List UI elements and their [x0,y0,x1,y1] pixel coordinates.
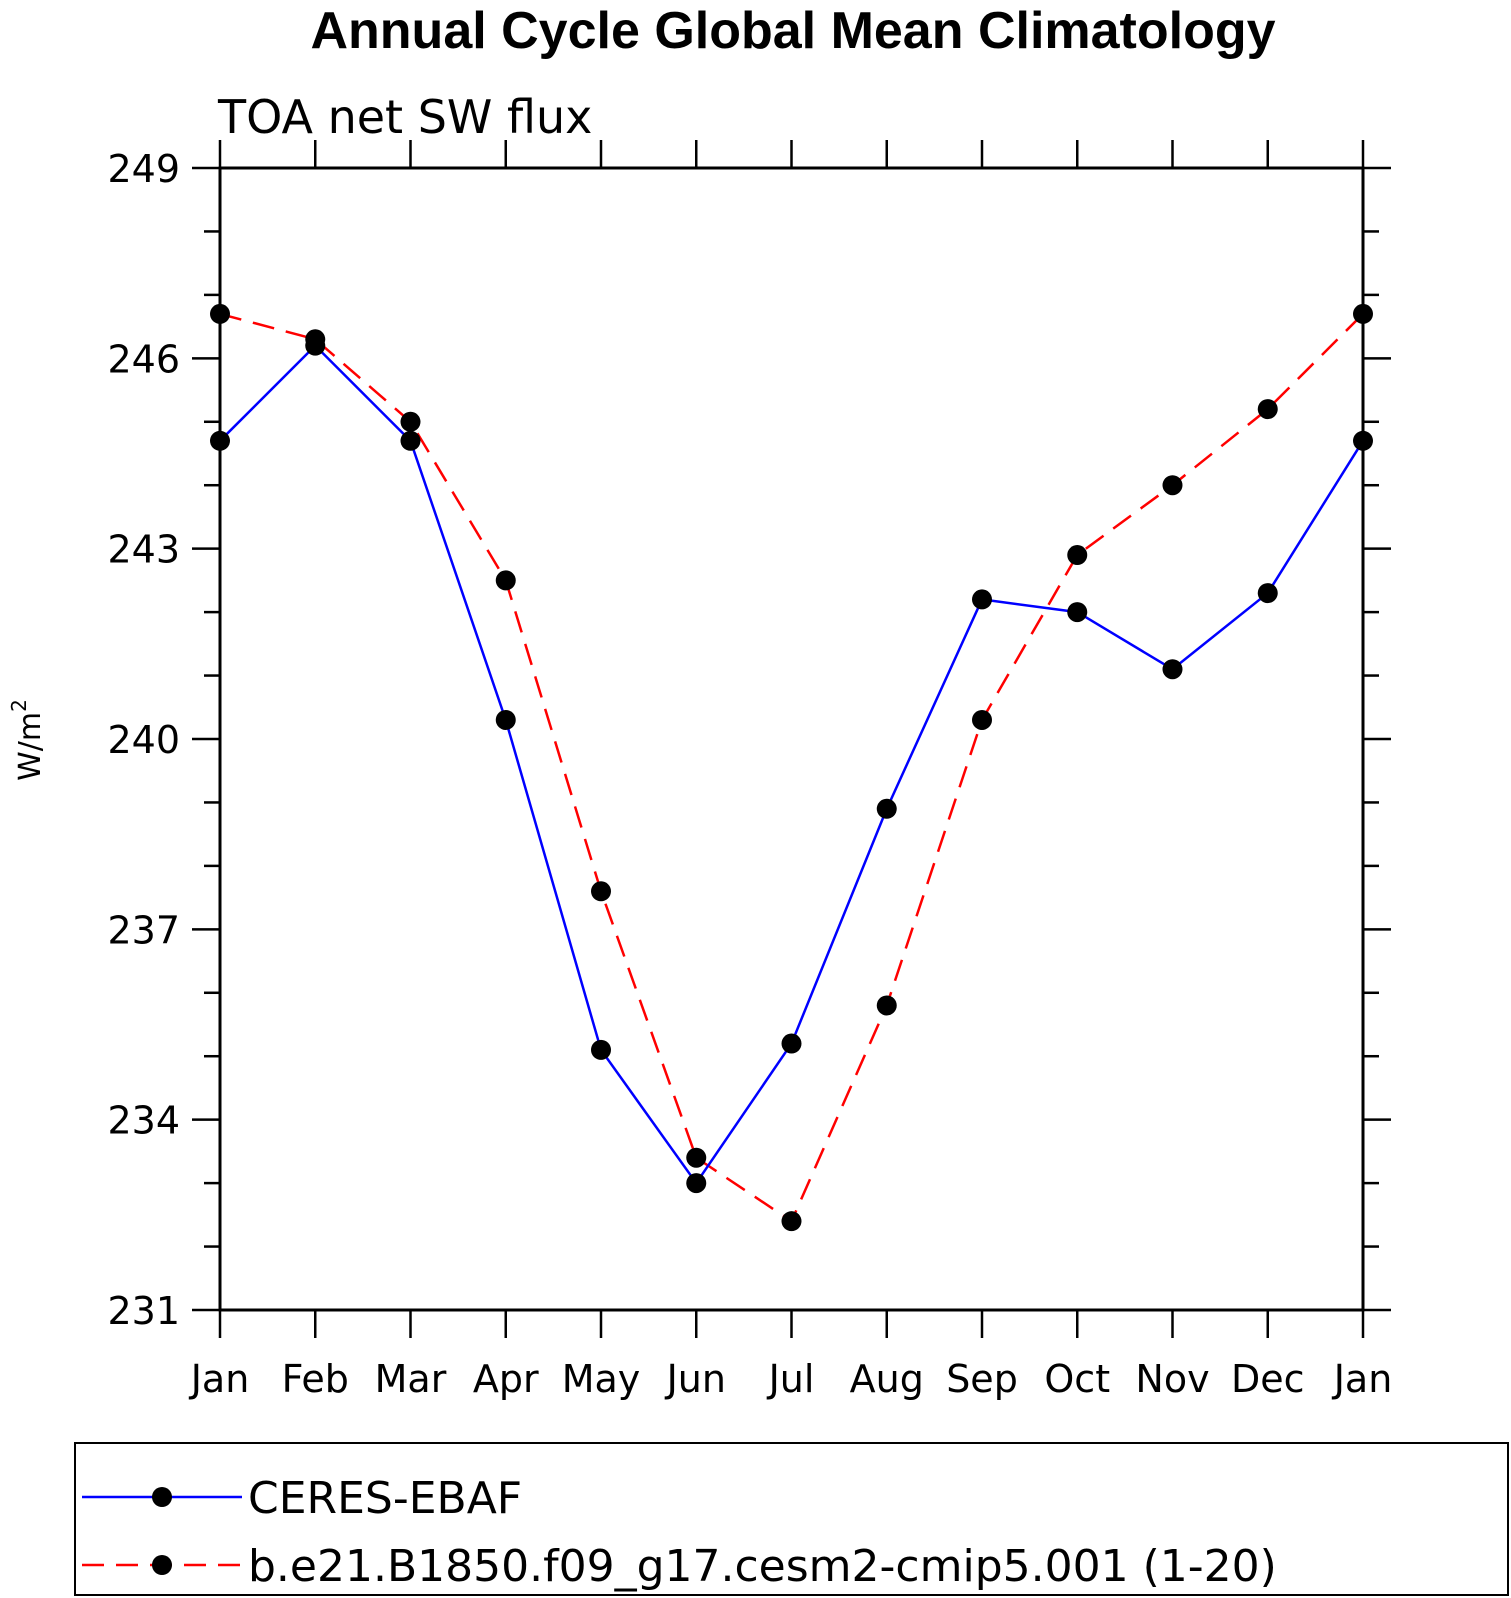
x-tick-label: Oct [1044,1357,1110,1401]
x-tick-label: Sep [946,1357,1018,1401]
series-1-point [1353,303,1373,324]
x-tick-label: Nov [1135,1357,1209,1401]
series-1-point [1162,475,1183,496]
y-tick-label: 237 [107,908,180,952]
y-tick-label: 246 [107,337,180,381]
chart-title: Annual Cycle Global Mean Climatology [310,2,1275,60]
series-line-0 [219,343,1365,1186]
y-tick-label: 240 [107,718,180,762]
legend: CERES-EBAF b.e21.B1850.f09_g17.cesm2-cmip… [74,1442,1509,1596]
series-line-1 [219,312,1364,1224]
y-tick-label: 249 [107,147,180,191]
series-1-point [495,570,516,591]
x-tick-label: Dec [1231,1357,1305,1401]
series-1-point [781,1211,802,1232]
series-0-point [1353,430,1373,451]
y-axis-label: W/m2 [7,699,48,781]
series-layer [210,303,1373,1232]
x-tick-label: Jan [1332,1357,1393,1401]
y-axis-label-text: W/m [13,712,48,781]
chart-subtitle: TOA net SW flux [217,90,592,144]
legend-marker-1 [152,1555,172,1575]
series-1-point [400,411,421,432]
x-tick-label: Apr [473,1357,539,1401]
series-0-point [400,430,421,451]
legend-frame [74,1442,1509,1596]
y-tick-label: 243 [107,528,180,572]
series-0-point [876,798,897,819]
series-0-point [686,1173,707,1194]
x-tick-label: May [562,1357,641,1401]
series-1-point [305,329,326,350]
series-1-point [686,1147,707,1168]
series-0-point [495,709,516,730]
y-axis-label-superscript: 2 [7,699,31,712]
x-tick-label: Mar [375,1357,447,1401]
series-0-point [781,1033,802,1054]
y-tick-label: 231 [107,1289,180,1333]
y-tick-label: 234 [107,1099,180,1143]
series-1-point [1257,399,1278,420]
x-tick-label: Aug [850,1357,924,1401]
series-1-point [210,303,230,324]
x-tick-label: Jun [665,1357,726,1401]
series-0-point [1257,583,1278,604]
y-axis: 231 234 237 240 243 246 249 [107,147,1391,1333]
series-0-point [1067,602,1088,623]
plot-frame [218,166,1365,1312]
series-0-point [972,589,992,610]
series-0-point [591,1039,611,1060]
series-1-point [591,881,611,902]
legend-marker-0 [152,1487,172,1507]
x-tick-label: Feb [282,1357,349,1401]
series-1-point [972,709,992,730]
series-1-point [876,995,897,1016]
legend-label-0: CERES-EBAF [248,1473,522,1524]
series-1-point [1067,545,1088,566]
series-0-point [1162,659,1183,680]
x-tick-label: Jan [189,1357,250,1401]
legend-label-1: b.e21.B1850.f09_g17.cesm2-cmip5.001 (1-2… [248,1541,1277,1592]
x-axis: Jan Feb Mar Apr May Jun Jul Aug Sep Oct Nov Dec Jan [189,140,1393,1401]
x-tick-label: Jul [767,1357,815,1401]
series-0-point [210,430,230,451]
